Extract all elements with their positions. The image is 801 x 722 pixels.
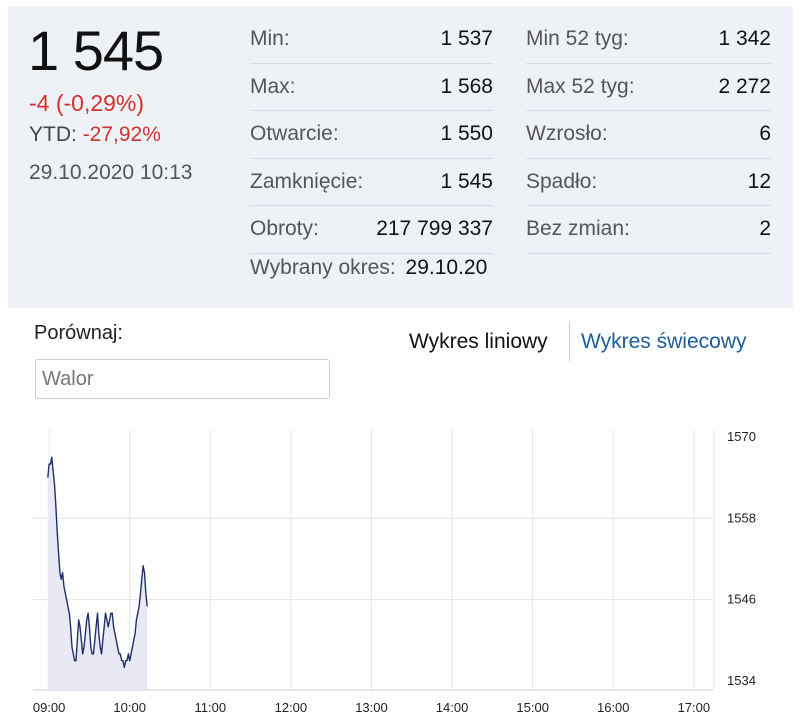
ytd-value: -27,92% <box>82 123 161 146</box>
stat-row-max-52w: Max 52 tyg: 2 272 <box>526 64 771 111</box>
stat-row-close: Zamknięcie: 1 545 <box>250 159 493 206</box>
compare-input[interactable] <box>35 359 330 399</box>
stat-row-decliners: Spadło: 12 <box>526 159 771 206</box>
last-price: 1 545 <box>28 19 164 82</box>
series-area <box>47 457 148 690</box>
tab-candle-chart[interactable]: Wykres świecowy <box>581 330 747 353</box>
quote-summary-panel: 1 545 -4 (-0,29%) YTD: -27,92% 29.10.202… <box>8 6 793 308</box>
stat-value: 1 342 <box>718 27 771 50</box>
x-tick-label: 14:00 <box>436 700 469 715</box>
x-tick-label: 13:00 <box>355 700 388 715</box>
tab-line-chart[interactable]: Wykres liniowy <box>409 330 548 353</box>
stat-value: 217 799 337 <box>376 217 493 240</box>
stat-label: Zamknięcie: <box>250 169 364 193</box>
stat-value: 1 550 <box>440 122 493 145</box>
stat-row-min-52w: Min 52 tyg: 1 342 <box>526 16 771 64</box>
stat-row-open: Otwarcie: 1 550 <box>250 111 493 159</box>
price-change: -4 (-0,29%) <box>29 90 145 116</box>
x-tick-label: 16:00 <box>597 700 630 715</box>
stat-value: 1 537 <box>440 27 493 50</box>
stat-row-unchanged: Bez zmian: 2 <box>526 206 771 254</box>
stat-label: Wzrosło: <box>526 122 608 145</box>
x-tick-label: 12:00 <box>275 700 308 715</box>
stat-row-min: Min: 1 537 <box>250 16 493 64</box>
series-line <box>47 456 148 669</box>
stat-value: 1 545 <box>440 169 493 193</box>
tab-divider <box>569 321 570 361</box>
stats-right-column: Min 52 tyg: 1 342 Max 52 tyg: 2 272 Wzro… <box>526 16 771 254</box>
ytd-label: YTD: <box>29 123 77 146</box>
stat-label: Obroty: <box>250 217 319 240</box>
y-tick-label: 1546 <box>727 592 756 607</box>
stats-left-column: Min: 1 537 Max: 1 568 Otwarcie: 1 550 Za… <box>250 16 493 254</box>
x-tick-label: 17:00 <box>678 700 711 715</box>
stat-value: 2 272 <box>718 74 771 98</box>
stat-label: Otwarcie: <box>250 122 339 145</box>
stat-row-turnover: Obroty: 217 799 337 <box>250 206 493 254</box>
selected-period: Wybrany okres: 29.10.20 <box>250 256 487 280</box>
stat-row-advancers: Wzrosło: 6 <box>526 111 771 159</box>
stat-label: Max 52 tyg: <box>526 74 635 98</box>
x-axis: 09:00 10:00 11:00 12:00 13:00 14:00 15:00 16:00… <box>33 700 710 715</box>
period-value: 29.10.20 <box>405 256 488 279</box>
x-tick-label: 09:00 <box>33 700 66 715</box>
ytd-change: YTD: -27,92% <box>29 123 161 147</box>
stat-row-max: Max: 1 568 <box>250 64 493 111</box>
chart-line-layer <box>47 456 148 669</box>
x-tick-label: 10:00 <box>113 700 146 715</box>
period-label: Wybrany okres: <box>250 256 396 279</box>
x-tick-label: 15:00 <box>516 700 549 715</box>
stat-value: 12 <box>747 169 771 193</box>
compare-label: Porównaj: <box>34 322 123 344</box>
quote-datetime: 29.10.2020 10:13 <box>29 161 193 184</box>
stat-value: 2 <box>759 217 771 240</box>
y-tick-label: 1570 <box>727 429 756 444</box>
chart-area-layer <box>47 457 148 690</box>
stat-label: Min 52 tyg: <box>526 27 629 50</box>
stat-label: Spadło: <box>526 169 598 193</box>
stat-label: Bez zmian: <box>526 217 630 240</box>
y-axis: 1570 1558 1546 1534 <box>727 429 756 688</box>
stat-label: Min: <box>250 27 290 50</box>
stat-label: Max: <box>250 74 296 98</box>
stat-value: 1 568 <box>440 74 493 98</box>
y-tick-label: 1534 <box>727 673 756 688</box>
x-tick-label: 11:00 <box>195 700 227 715</box>
y-tick-label: 1558 <box>727 510 756 525</box>
stat-value: 6 <box>759 122 771 145</box>
